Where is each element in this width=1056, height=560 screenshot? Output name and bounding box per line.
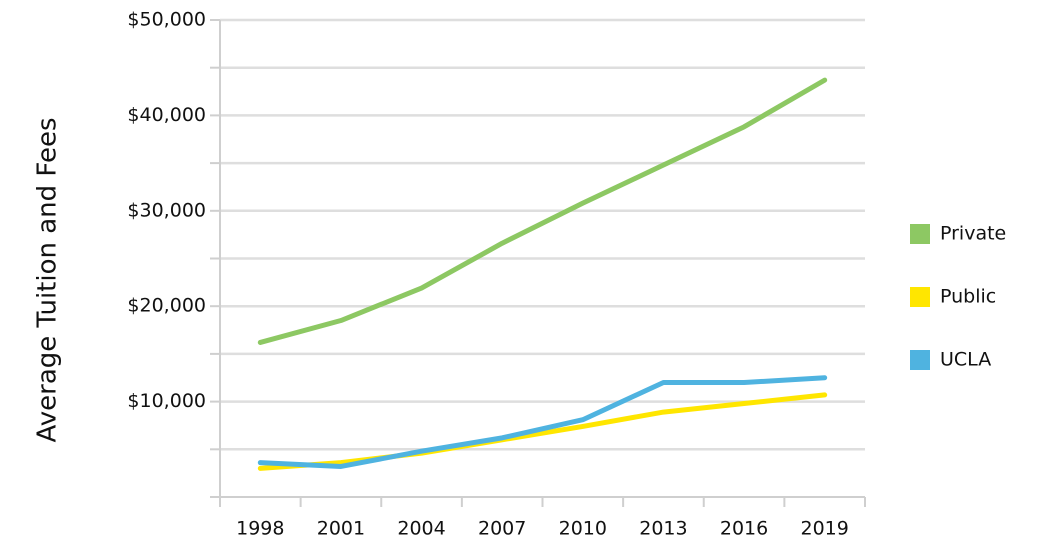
legend-label: UCLA	[940, 349, 991, 371]
y-axis-label: Average Tuition and Fees	[33, 118, 63, 443]
legend-label: Private	[940, 223, 1006, 245]
series-line	[257, 77, 828, 345]
y-tick-label: $40,000	[127, 104, 206, 126]
y-tick-label: $20,000	[127, 295, 206, 317]
x-tick-label: 2016	[720, 518, 768, 540]
legend-label: Public	[940, 286, 996, 308]
x-tick-label: 2004	[397, 518, 445, 540]
y-tick-label: $50,000	[127, 9, 206, 31]
series-line	[257, 375, 828, 469]
x-tick-label: 2010	[559, 518, 607, 540]
x-tick-label: 2019	[801, 518, 849, 540]
legend-swatch	[910, 287, 930, 307]
x-tick-label: 2001	[317, 518, 365, 540]
y-tick-label: $10,000	[127, 390, 206, 412]
series-line	[257, 392, 828, 471]
legend-swatch	[910, 350, 930, 370]
legend-swatch	[910, 224, 930, 244]
x-tick-label: 2013	[639, 518, 687, 540]
y-tick-label: $30,000	[127, 199, 206, 221]
x-tick-label: 1998	[236, 518, 284, 540]
x-tick-label: 2007	[478, 518, 526, 540]
